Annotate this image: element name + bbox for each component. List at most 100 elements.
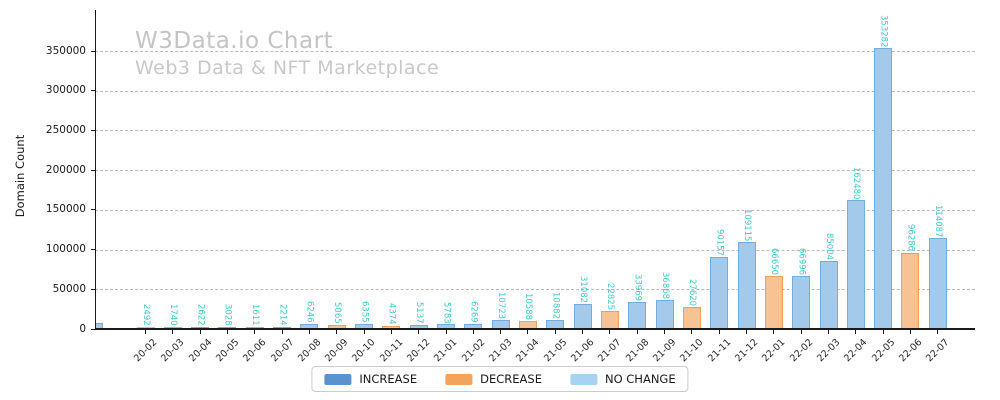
bar-value-label-20-10: 6355 (359, 301, 370, 323)
legend-swatch-decrease (445, 373, 473, 385)
bar-22-06: 96286 (901, 224, 920, 329)
x-tick-mark-21-03 (500, 330, 502, 334)
bar-value-label-21-10: 27620 (687, 279, 698, 307)
y-tick-label-250000: 250000 (45, 123, 86, 136)
bar-value-label-21-09: 36868 (659, 271, 670, 299)
bar-22-01: 66650 (764, 248, 783, 329)
bar-value-label-20-02: 2492 (140, 304, 151, 326)
y-tick-mark-100000 (91, 249, 95, 251)
x-tick-mark-22-02 (800, 330, 802, 334)
x-tick-label-21-09: 21-09 (651, 337, 679, 365)
x-tick-label-22-06: 22-06 (896, 337, 925, 365)
legend-label-increase: INCREASE (359, 372, 418, 386)
x-tick-mark-20-10 (363, 330, 365, 334)
x-axis-line (95, 328, 975, 330)
x-tick-mark-20-03 (172, 330, 174, 334)
bar-value-label-21-07: 22825 (605, 282, 616, 310)
x-tick-mark-21-04 (527, 330, 529, 334)
bar-21-12: 109115 (737, 209, 756, 329)
bar-21-11: 90157 (710, 229, 729, 329)
x-tick-mark-20-06 (254, 330, 256, 334)
bar-21-08: 33969 (628, 274, 647, 329)
y-axis-label: Domain Count (13, 134, 27, 218)
y-tick-label-50000: 50000 (52, 282, 86, 295)
bar-value-label-22-01: 66650 (769, 248, 780, 276)
bar-value-label-22-07: 114087 (933, 204, 944, 238)
x-tick-mark-21-11 (718, 330, 720, 334)
x-tick-label-21-07: 21-07 (596, 337, 624, 365)
y-tick-mark-350000 (91, 50, 95, 52)
bar-22-07: 114087 (928, 205, 947, 329)
bar-value-label-21-04: 10588 (523, 292, 534, 320)
x-tick-label-20-11: 20-11 (377, 337, 406, 365)
x-tick-label-20-02: 20-02 (131, 337, 160, 365)
bar-21-10: 27620 (682, 279, 701, 329)
x-tick-label-20-04: 20-04 (186, 337, 214, 365)
x-tick-label-21-02: 21-02 (459, 337, 488, 365)
legend-swatch-increase (324, 373, 352, 385)
x-tick-label-21-06: 21-06 (569, 337, 597, 365)
bar-value-label-20-05: 3028 (222, 303, 233, 326)
gridline-350000 (95, 51, 975, 52)
bar-22-02: 66996 (792, 248, 811, 329)
x-tick-label-21-03: 21-03 (487, 337, 515, 365)
legend-label-no_change: NO CHANGE (604, 372, 676, 386)
bar-value-label-20-08: 6246 (304, 301, 315, 324)
x-tick-label-20-10: 20-10 (350, 337, 378, 365)
bar-value-label-21-02: 6269 (468, 301, 479, 324)
x-tick-mark-20-02 (145, 330, 146, 334)
x-tick-mark-22-05 (882, 330, 884, 334)
bar-value-label-21-12: 109115 (741, 208, 752, 242)
x-tick-mark-21-02 (472, 330, 474, 334)
legend-label-decrease: DECREASE (480, 372, 542, 386)
bar-value-label-22-02: 66996 (796, 247, 807, 275)
bar-22-05: 353282 (874, 15, 893, 329)
y-tick-label-300000: 300000 (45, 84, 86, 97)
bar-value-label-22-05: 353282 (878, 14, 889, 48)
y-tick-label-0: 0 (79, 322, 86, 335)
bar-value-label-20-12: 5137 (413, 302, 424, 324)
bar-value-label-21-05: 10882 (550, 292, 561, 320)
x-tick-mark-21-10 (691, 330, 693, 334)
x-tick-mark-22-06 (909, 330, 911, 334)
gridline-50000 (95, 289, 975, 291)
bar-value-label-20-06: 1611 (250, 304, 261, 326)
bar-value-label-21-03: 10723 (495, 292, 506, 320)
bar-22-04: 162480 (846, 167, 865, 329)
gridline-100000 (95, 249, 975, 251)
plot-area: 2492 1740 2622 3028 1611 2214 6246 5065 6355 4374… (95, 10, 975, 329)
x-tick-mark-21-01 (445, 330, 447, 334)
x-tick-label-20-08: 20-08 (295, 337, 324, 365)
chart-subtitle: Web3 Data & NFT Marketplace (135, 57, 440, 79)
x-tick-mark-22-03 (828, 330, 829, 334)
gridline-200000 (95, 170, 975, 172)
x-tick-mark-21-08 (636, 330, 638, 334)
x-tick-mark-20-12 (418, 330, 420, 334)
legend: INCREASE DECREASE NO CHANGE (311, 366, 689, 392)
x-tick-label-21-08: 21-08 (623, 337, 652, 365)
y-tick-mark-0 (91, 328, 95, 330)
bar-value-label-22-04: 162480 (851, 166, 862, 199)
y-tick-mark-150000 (91, 209, 95, 211)
x-tick-label-22-01: 22-01 (760, 337, 788, 365)
x-tick-mark-20-11 (390, 330, 392, 334)
x-tick-mark-22-01 (773, 330, 775, 334)
x-tick-label-21-10: 21-10 (678, 337, 706, 365)
x-tick-label-21-04: 21-04 (514, 337, 542, 365)
bar-value-label-20-09: 5065 (331, 302, 342, 324)
legend-item-decrease: DECREASE (445, 372, 542, 386)
x-tick-label-20-07: 20-07 (268, 337, 296, 365)
x-tick-label-22-03: 22-03 (814, 337, 843, 365)
bar-value-label-21-11: 90157 (714, 229, 725, 257)
x-tick-label-22-04: 22-04 (842, 337, 870, 365)
x-tick-mark-21-09 (664, 330, 666, 334)
bar-22-03: 85004 (819, 233, 838, 329)
x-tick-mark-22-07 (937, 330, 939, 334)
x-tick-mark-20-09 (336, 330, 338, 334)
x-tick-mark-20-05 (226, 330, 228, 334)
x-tick-label-21-01: 21-01 (432, 337, 460, 365)
x-tick-label-22-05: 22-05 (869, 337, 897, 365)
bar-value-label-21-01: 5783 (441, 301, 452, 324)
x-tick-label-22-07: 22-07 (924, 337, 952, 365)
